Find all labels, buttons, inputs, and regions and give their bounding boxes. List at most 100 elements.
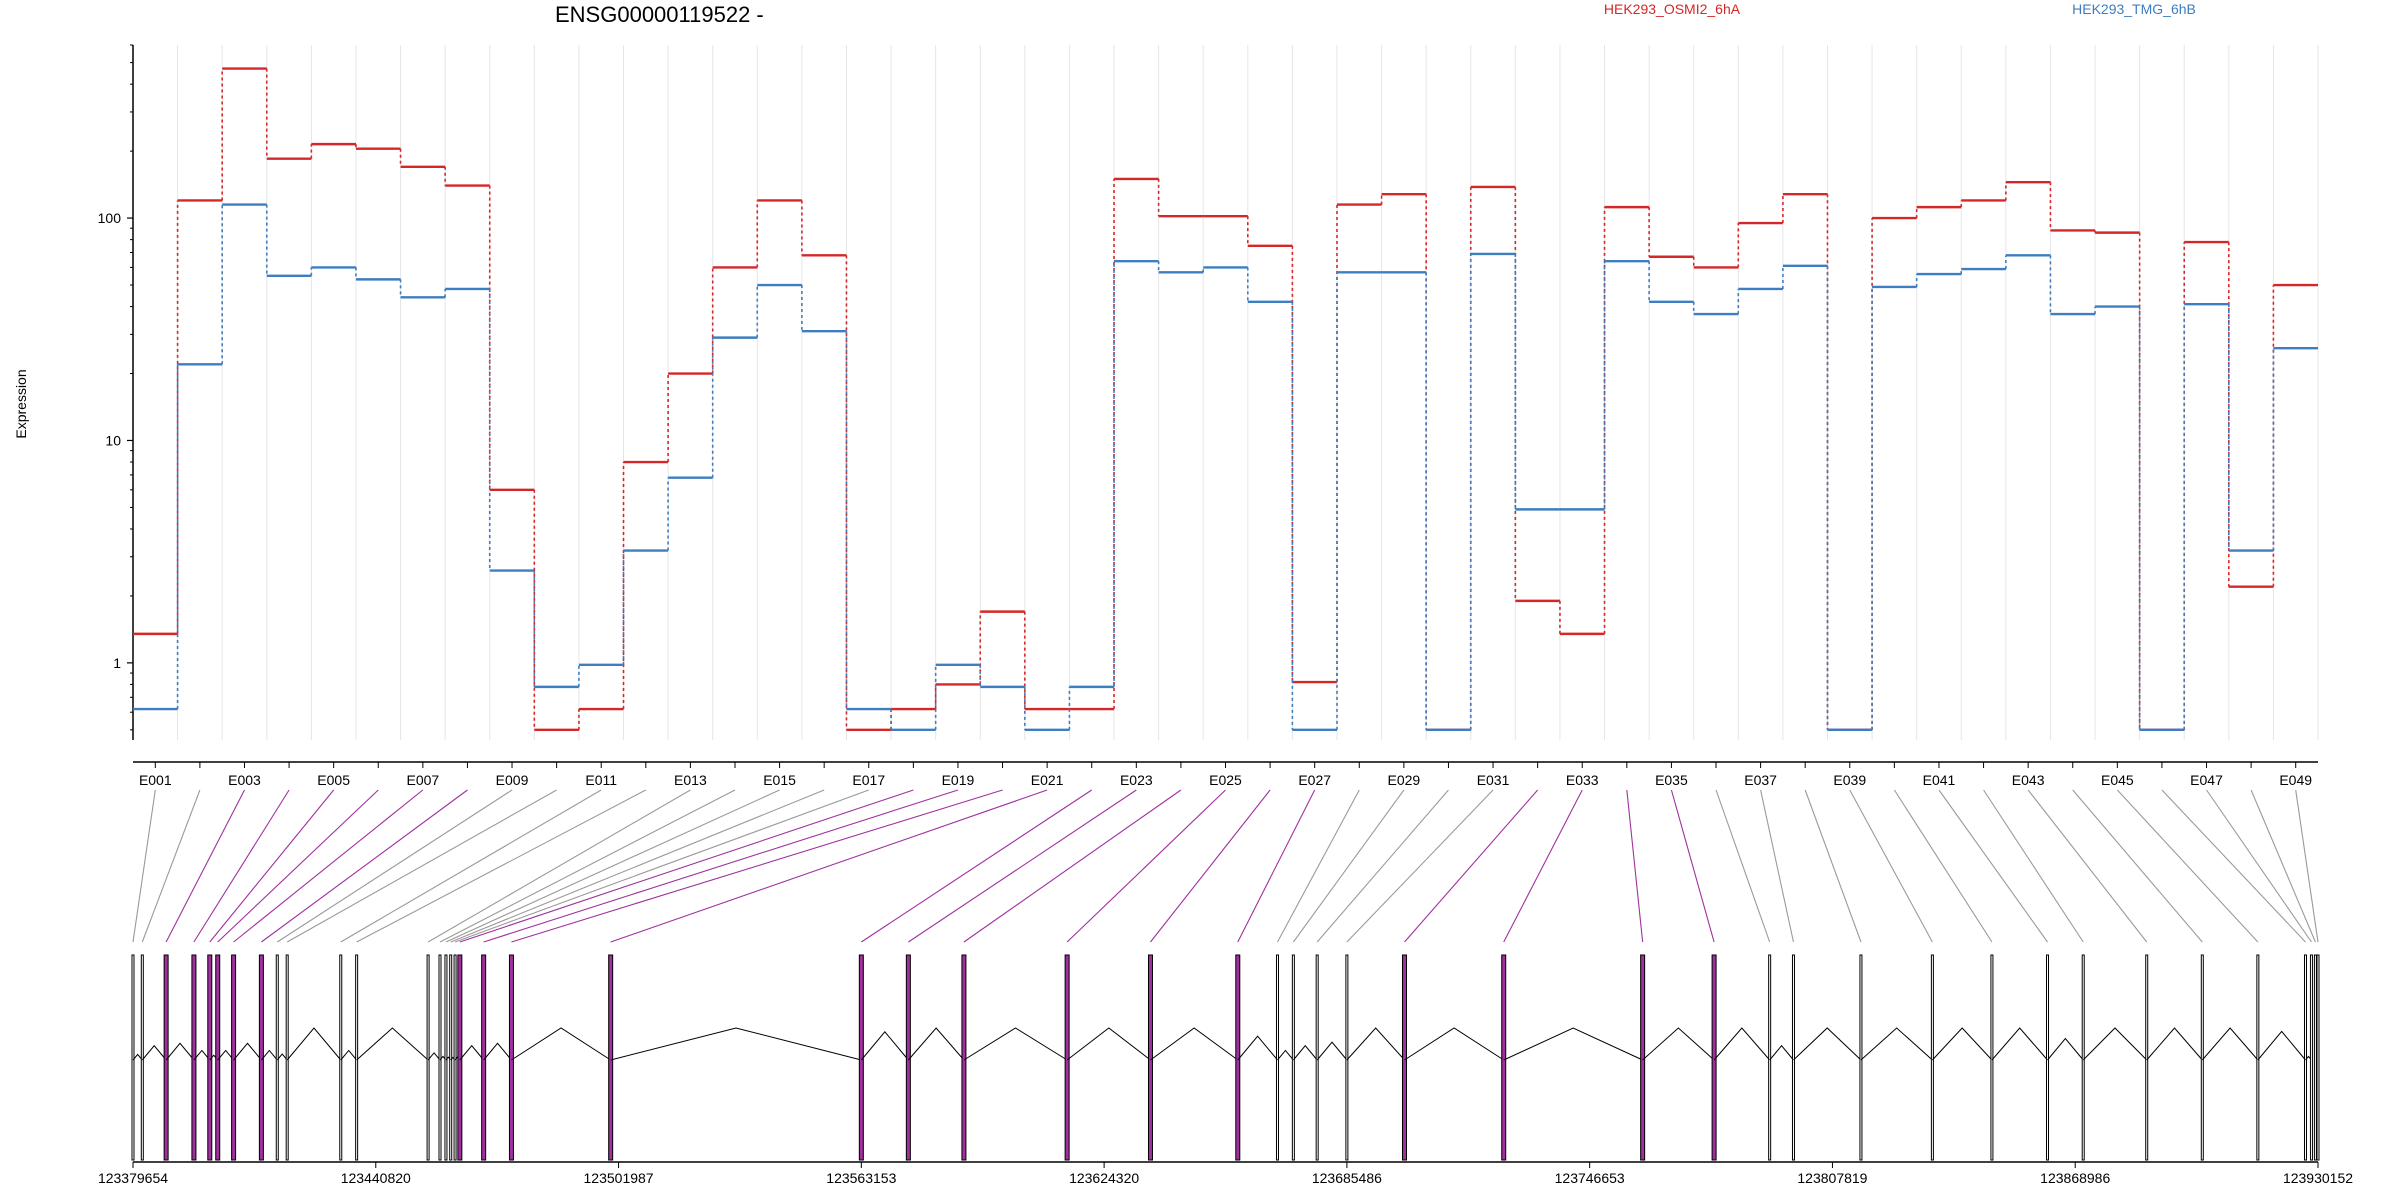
exon-block	[1315, 954, 1319, 1161]
chart-title: ENSG00000119522 -	[555, 2, 764, 27]
exon-block	[275, 954, 279, 1161]
exon-block	[191, 954, 197, 1161]
x-tick-label: E015	[763, 772, 796, 788]
intron-line	[1642, 1027, 1715, 1061]
exon-connector	[610, 789, 1048, 943]
exon-connector	[356, 789, 647, 943]
exon-block	[438, 954, 442, 1161]
x-tick-label: E013	[674, 772, 707, 788]
exon-block	[444, 954, 448, 1161]
exon-block	[1791, 954, 1795, 1161]
exon-block	[355, 954, 359, 1161]
exon-connector	[1626, 789, 1644, 943]
exon-block	[508, 954, 514, 1161]
intron-line	[2146, 1027, 2203, 1061]
intron-line	[132, 1053, 143, 1061]
legend-series-2: HEK293_TMG_6hB	[2072, 1, 2196, 17]
x-tick-label: E023	[1120, 772, 1153, 788]
exon-block	[258, 954, 264, 1161]
y-axis-label: Expression	[13, 369, 29, 438]
exon-connector	[165, 789, 245, 943]
y-tick-label: 1	[113, 655, 121, 671]
exon-block	[1235, 954, 1241, 1161]
x-tick-label: E031	[1477, 772, 1510, 788]
genome-tick-label: 123379654	[98, 1170, 168, 1186]
series-lines	[133, 67, 2318, 732]
exon-connector	[1503, 789, 1583, 943]
intron-line	[427, 1052, 441, 1061]
exon-block	[2309, 954, 2313, 1161]
exon-block	[163, 954, 169, 1161]
intron-line	[860, 1031, 909, 1061]
intron-line	[1932, 1027, 1993, 1061]
exon-block	[1930, 954, 1934, 1161]
intron-line	[610, 1027, 862, 1061]
intron-line	[1991, 1027, 2048, 1061]
exon-connector	[1893, 789, 1993, 943]
intron-line	[2082, 1027, 2148, 1061]
intron-line	[1860, 1027, 1933, 1061]
exon-connector	[450, 789, 825, 943]
intron-line	[1237, 1035, 1278, 1061]
exon-connector	[445, 789, 780, 943]
exon-block	[457, 954, 463, 1161]
series-1-transitions	[176, 68, 2275, 730]
intron-line	[2257, 1030, 2306, 1061]
x-tick-label: E011	[585, 772, 617, 788]
genome-tick-label: 123624320	[1069, 1170, 1139, 1186]
exon-connector	[1670, 789, 1715, 943]
exon-connector	[2161, 789, 2306, 943]
intron-line	[193, 1049, 211, 1061]
x-tick-label: E047	[2190, 772, 2223, 788]
exon-block	[426, 954, 430, 1161]
genome-tick-label: 123868986	[2040, 1170, 2110, 1186]
x-tick-label: E049	[2279, 772, 2312, 788]
x-tick-label: E033	[1566, 772, 1599, 788]
intron-line	[261, 1049, 278, 1061]
intron-line	[2201, 1027, 2259, 1061]
intron-line	[1292, 1044, 1318, 1061]
exon-connector	[2206, 789, 2312, 943]
exon-connector	[439, 789, 736, 943]
exon-block	[1147, 954, 1153, 1161]
exon-connector	[276, 789, 513, 943]
exon-block	[608, 954, 614, 1161]
exon-block	[2256, 954, 2260, 1161]
exon-block	[215, 954, 221, 1161]
exon-connector	[1938, 789, 2048, 943]
intron-line	[1793, 1027, 1862, 1061]
intron-line	[286, 1027, 342, 1061]
exon-block	[131, 954, 135, 1161]
intron-line	[1769, 1044, 1794, 1061]
exon-connector	[511, 789, 1003, 943]
x-tick-label: E025	[1209, 772, 1242, 788]
intron-line	[217, 1049, 234, 1061]
exon-block	[1501, 954, 1507, 1161]
exon-connector	[963, 789, 1182, 943]
exon-block	[2045, 954, 2049, 1161]
exon-connector	[1292, 789, 1405, 943]
legend-series-1: HEK293_OSMI2_6hA	[1604, 1, 1741, 17]
exon-connector	[1804, 789, 1862, 943]
genome-tick-label: 123440820	[341, 1170, 411, 1186]
genome-tick-label: 123501987	[584, 1170, 654, 1186]
genome-tick-label: 123685486	[1312, 1170, 1382, 1186]
exon-block	[207, 954, 213, 1161]
exon-connector	[1237, 789, 1316, 943]
exon-block	[140, 954, 144, 1161]
genome-tick-label: 123563153	[826, 1170, 896, 1186]
exon-block	[961, 954, 967, 1161]
exon-connector	[233, 789, 424, 943]
exon-block	[1275, 954, 1279, 1161]
x-tick-label: E005	[317, 772, 350, 788]
intron-line	[1346, 1027, 1405, 1061]
exon-connector	[1760, 789, 1795, 943]
y-tick-label: 10	[105, 432, 121, 448]
exon-block	[1768, 954, 1772, 1161]
series-2-transitions	[176, 204, 2275, 730]
x-tick-label: E003	[228, 772, 261, 788]
intron-line	[2047, 1037, 2084, 1061]
intron-line	[459, 1044, 485, 1061]
exon-connector	[908, 789, 1137, 943]
